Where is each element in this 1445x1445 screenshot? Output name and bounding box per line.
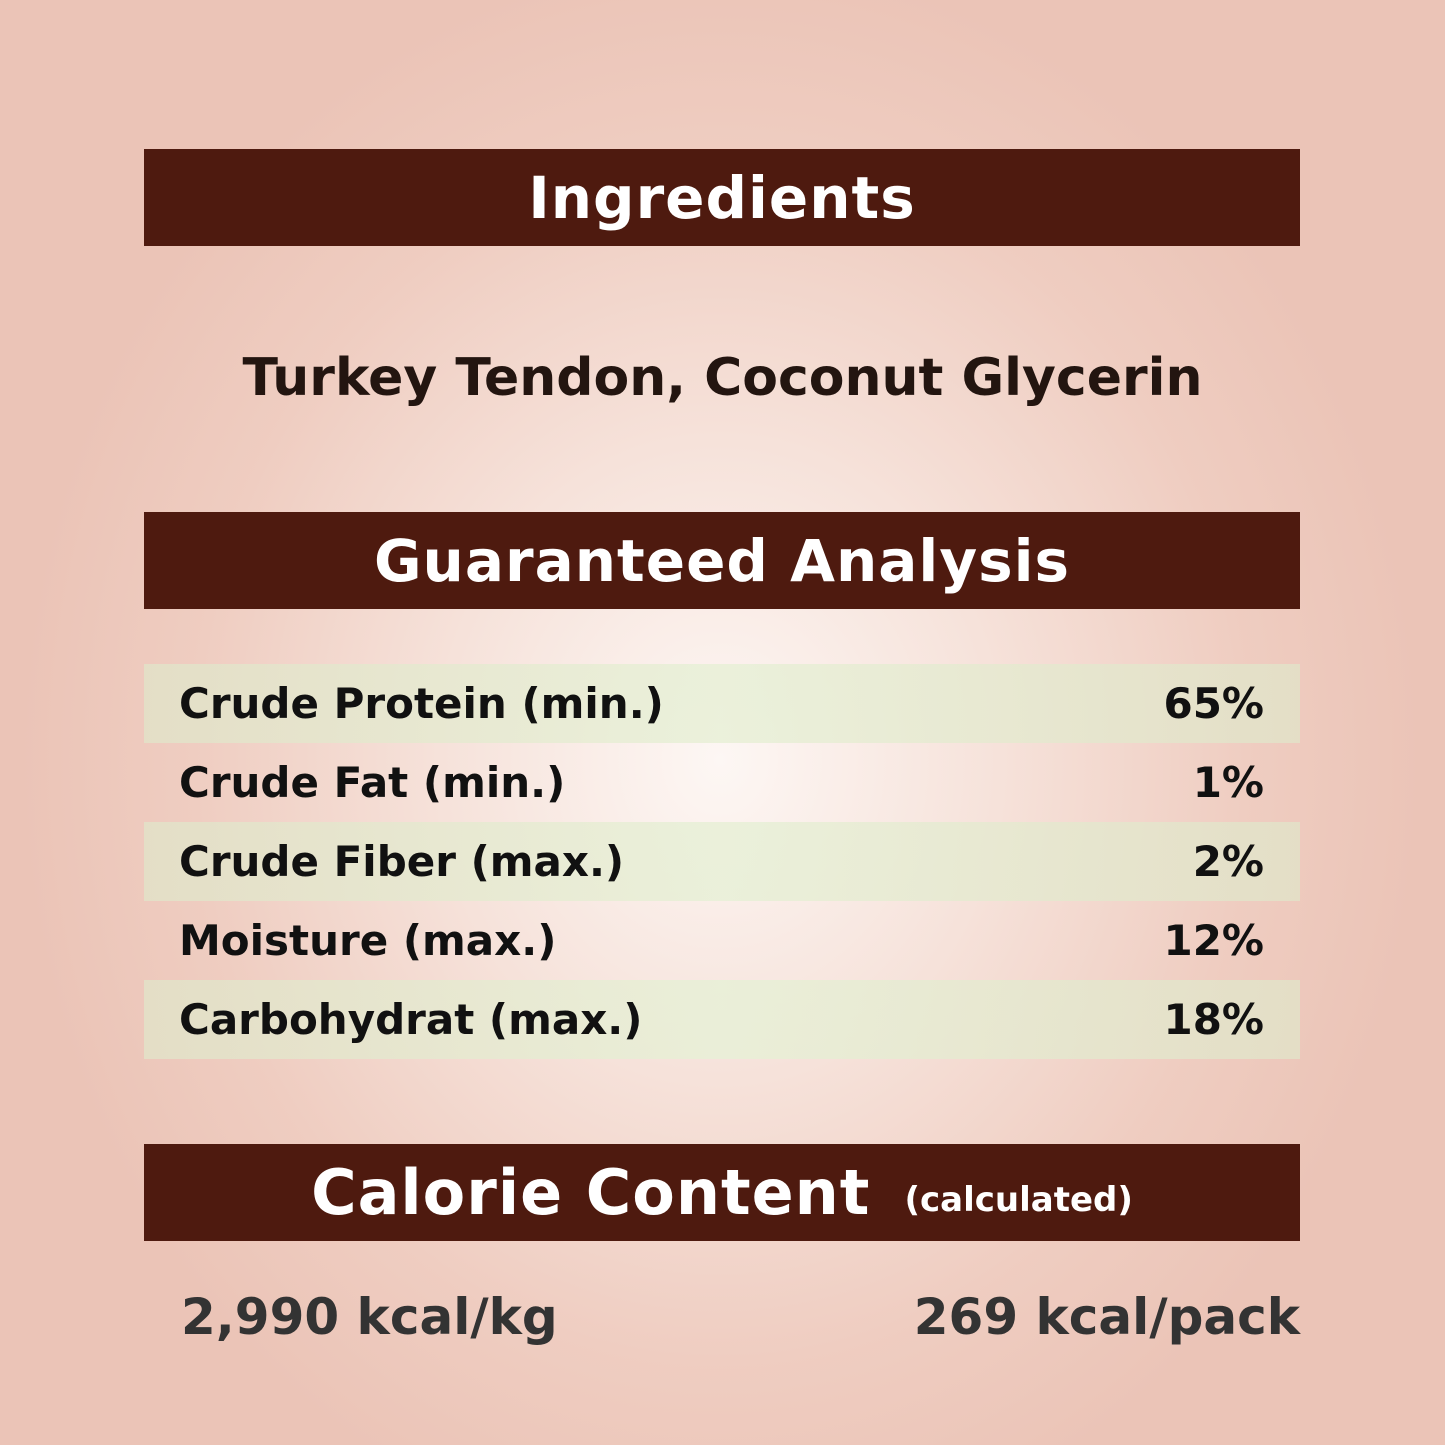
analysis-row: Crude Fat (min.) 1% xyxy=(144,743,1300,822)
analysis-row: Carbohydrat (max.) 18% xyxy=(144,980,1300,1059)
calories-per-kg: 2,990 kcal/kg xyxy=(181,1288,558,1346)
row-value: 2% xyxy=(1192,837,1264,886)
row-label: Crude Protein (min.) xyxy=(179,679,664,728)
calorie-heading: Calorie Content xyxy=(311,1156,871,1229)
calorie-subheading: (calculated) xyxy=(904,1179,1133,1220)
row-value: 65% xyxy=(1163,679,1264,728)
row-value: 18% xyxy=(1163,995,1264,1044)
row-value: 1% xyxy=(1192,758,1264,807)
analysis-heading: Guaranteed Analysis xyxy=(373,526,1071,595)
ingredients-text: Turkey Tendon, Coconut Glycerin xyxy=(242,348,1203,408)
row-label: Carbohydrat (max.) xyxy=(179,995,643,1044)
row-label: Moisture (max.) xyxy=(179,916,557,965)
analysis-row: Moisture (max.) 12% xyxy=(144,901,1300,980)
row-value: 12% xyxy=(1163,916,1264,965)
analysis-banner: Guaranteed Analysis xyxy=(144,512,1300,609)
row-label: Crude Fat (min.) xyxy=(179,758,566,807)
analysis-row: Crude Protein (min.) 65% xyxy=(144,664,1300,743)
calorie-banner: Calorie Content (calculated) xyxy=(144,1144,1300,1241)
analysis-row: Crude Fiber (max.) 2% xyxy=(144,822,1300,901)
row-label: Crude Fiber (max.) xyxy=(179,837,625,886)
ingredients-heading: Ingredients xyxy=(528,163,916,232)
ingredients-banner: Ingredients xyxy=(144,149,1300,246)
calories-per-pack: 269 kcal/pack xyxy=(913,1288,1300,1346)
